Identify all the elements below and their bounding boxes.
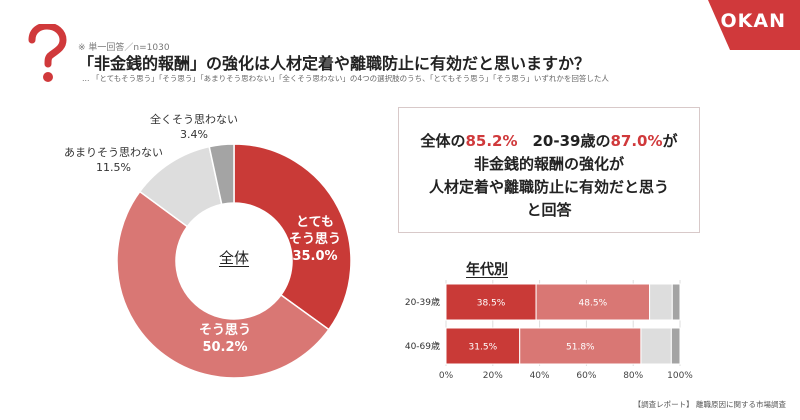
slice-name-2: そう思う (288, 232, 341, 247)
callout-line-4: と回答 (526, 201, 572, 219)
slice-name: あまりそう思わない (64, 146, 163, 159)
category-label: 20-39歳 (405, 296, 440, 308)
x-tick-label: 20% (483, 371, 503, 381)
page-title: 「非金銭的報酬」の強化は人材定着や離職防止に有効だと思いますか？ (78, 54, 591, 73)
summary-callout: 全体の85.2% 20-39歳の87.0%が 非金銭的報酬の強化が 人材定着や離… (398, 107, 700, 233)
bar-seg-somewhat-disagree (640, 327, 672, 365)
bar-seg-strongly-disagree (670, 327, 681, 365)
callout-highlight: 85.2% (465, 132, 518, 150)
x-tick-label: 60% (576, 371, 596, 381)
sample-note: ※ 単一回答／n=1030 (78, 43, 170, 53)
slice-label-somewhat-disagree: あまりそう思わない 11.5% (64, 145, 163, 175)
x-tick-label: 0% (439, 371, 454, 381)
slice-name: 全くそう思わない (150, 113, 238, 126)
callout-text: が (662, 132, 678, 150)
callout-text: 20-39歳の (517, 132, 611, 150)
callout-line-3: 人材定着や離職防止に有効だと思う (428, 178, 669, 196)
brand-corner-shape (708, 0, 800, 50)
bar-seg-strongly-agree (445, 283, 537, 321)
age-chart-title: 年代別 (466, 262, 508, 278)
x-tick-label: 40% (530, 371, 550, 381)
callout-line-1: 全体の85.2% 20-39歳の87.0%が (399, 130, 699, 151)
slice-label-strongly-agree: とても そう思う 35.0% (280, 214, 350, 265)
slice-value: 35.0% (292, 249, 338, 264)
bar-seg-somewhat-disagree (649, 283, 673, 321)
bar-value-label: 48.5% (579, 299, 608, 309)
slice-name: とても (296, 215, 334, 230)
bar-seg-agree (535, 283, 651, 321)
slice-value: 3.4% (180, 128, 208, 141)
x-tick-label: 100% (667, 371, 693, 381)
slice-strongly-disagree (208, 143, 235, 206)
okan-logo: OKAN (720, 10, 786, 32)
donut-center-label: 全体 (218, 249, 249, 267)
category-label: 40-69歳 (405, 340, 440, 352)
slice-label-strongly-disagree: 全くそう思わない 3.4% (150, 112, 238, 142)
question-mark-icon (28, 24, 67, 82)
bar-value-label: 38.5% (477, 299, 506, 309)
brand-corner (690, 0, 800, 50)
definition-note: … 「とてもそう思う」「そう思う」「あまりそう思わない」「全くそう思わない」の4… (82, 74, 609, 83)
callout-text: 全体の (420, 132, 466, 150)
slice-name: そう思う (198, 323, 251, 338)
slice-label-agree: そう思う 50.2% (180, 322, 270, 356)
slice-value: 11.5% (96, 161, 131, 174)
x-tick-label: 80% (623, 371, 643, 381)
slice-value: 50.2% (202, 340, 248, 355)
bar-seg-agree (519, 327, 642, 365)
bar-seg-strongly-disagree (671, 283, 681, 321)
callout-highlight: 87.0% (610, 132, 663, 150)
bar-value-label: 31.5% (469, 343, 498, 353)
bar-seg-strongly-agree (445, 327, 521, 365)
age-bar-chart: 0% 20% 40% 60% 80% 100% 20-39歳 38.5% 48.5% 40-69歳… (405, 280, 693, 381)
callout-line-2: 非金銭的報酬の強化が (473, 155, 624, 173)
footer-source: 【調査レポート】 離職原因に関する市場調査 (633, 400, 786, 409)
bar-value-label: 51.8% (566, 343, 595, 353)
